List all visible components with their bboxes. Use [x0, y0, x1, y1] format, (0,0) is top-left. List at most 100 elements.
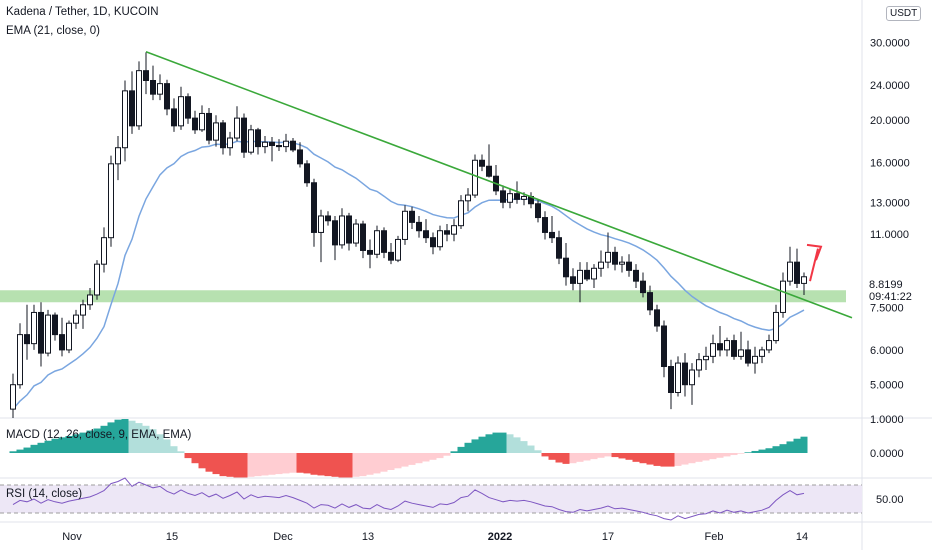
- candle-body: [689, 369, 695, 386]
- macd-bar: [30, 444, 38, 453]
- candle-body: [577, 269, 583, 284]
- macd-bar: [604, 453, 612, 457]
- macd-bar: [23, 447, 31, 453]
- candle-body: [150, 79, 156, 95]
- candle-body: [507, 193, 513, 203]
- macd-bar: [618, 453, 626, 459]
- candle-body: [199, 112, 205, 131]
- candle-body: [787, 261, 793, 282]
- macd-bar: [100, 425, 108, 453]
- macd-bar: [464, 442, 472, 453]
- candle-body: [738, 349, 744, 357]
- macd-bar: [373, 453, 381, 474]
- currency-badge[interactable]: USDT: [886, 6, 922, 21]
- candle-body: [136, 70, 142, 127]
- macd-bar: [268, 453, 276, 475]
- macd-bar: [331, 453, 339, 477]
- candle-body: [717, 343, 723, 351]
- macd-legend[interactable]: MACD (12, 26, close, 9, EMA, EMA): [6, 429, 192, 441]
- macd-tick-label: 0.0000: [870, 448, 904, 460]
- arrow-head: [806, 243, 823, 261]
- candle-body: [325, 215, 331, 222]
- price-tick-label: 11.0000: [870, 229, 909, 241]
- macd-bar: [135, 423, 143, 453]
- macd-bar: [142, 425, 150, 453]
- macd-bar: [527, 445, 535, 453]
- macd-bar: [205, 453, 213, 472]
- rsi-band: [0, 485, 862, 513]
- candle-body: [752, 355, 758, 364]
- candle-body: [164, 83, 170, 110]
- candle-body: [535, 203, 541, 219]
- arrow-shaft: [809, 248, 819, 282]
- candle-body: [45, 314, 51, 354]
- axes: 30.0000 24.0000 20.0000 16.0000 13.0000 11.00…: [62, 38, 910, 543]
- macd-histogram: [9, 419, 808, 478]
- macd-bar: [401, 453, 409, 467]
- macd-bar: [506, 434, 514, 453]
- candle-body: [171, 108, 177, 127]
- candle-body: [192, 117, 198, 131]
- macd-bar: [352, 453, 360, 477]
- time-tick-label: 17: [602, 531, 614, 543]
- candle-body: [339, 215, 345, 246]
- macd-bar: [513, 437, 521, 453]
- candle-body: [248, 129, 254, 153]
- macd-bar: [541, 453, 549, 457]
- candle-body: [38, 311, 44, 354]
- macd-tick-label: 1.0000: [870, 414, 904, 426]
- macd-bar: [597, 453, 605, 458]
- macd-bar: [758, 449, 766, 453]
- candle-body: [458, 200, 464, 227]
- candle-body: [654, 309, 660, 327]
- symbol-title[interactable]: Kadena / Tether, 1D, KUCOIN: [6, 6, 159, 18]
- candle-body: [59, 334, 65, 351]
- candle-body: [640, 280, 646, 294]
- trendline: [145, 50, 853, 319]
- ema-legend[interactable]: EMA (21, close, 0): [6, 25, 100, 37]
- macd-bar: [751, 450, 759, 453]
- macd-bar: [289, 453, 297, 473]
- macd-bar: [282, 453, 290, 474]
- candle-body: [241, 117, 247, 153]
- candle-body: [402, 210, 408, 240]
- candle-body: [612, 251, 618, 265]
- macd-bar: [422, 453, 430, 462]
- price-tick-label: 6.0000: [870, 345, 904, 357]
- candle-body: [521, 195, 527, 200]
- candle-body: [444, 230, 450, 235]
- macd-bar: [534, 450, 542, 453]
- candle-body: [206, 112, 212, 141]
- macd-bar: [198, 453, 206, 469]
- candle-body: [122, 90, 128, 149]
- candle-body: [115, 147, 121, 165]
- candle-body: [66, 322, 72, 351]
- candle-body: [500, 190, 506, 203]
- candle-body: [276, 145, 282, 148]
- macd-bar: [149, 429, 157, 453]
- macd-bar: [65, 436, 73, 453]
- macd-bar: [44, 440, 52, 453]
- candle-body: [675, 362, 681, 394]
- candle-body: [87, 294, 93, 306]
- candle-body: [31, 311, 37, 345]
- candle-body: [374, 230, 380, 255]
- macd-bar: [247, 453, 255, 477]
- candle-body: [213, 122, 219, 141]
- rsi-legend[interactable]: RSI (14, close): [6, 488, 83, 500]
- time-tick-label: Nov: [62, 531, 82, 543]
- candle-body: [514, 193, 520, 200]
- price-tick-label: 7.5000: [870, 302, 904, 314]
- macd-bar: [583, 453, 591, 461]
- macd-bar: [394, 453, 402, 469]
- macd-bar: [359, 453, 367, 477]
- candle-body: [661, 325, 667, 368]
- macd-bar: [415, 453, 423, 464]
- macd-bar: [786, 441, 794, 453]
- candle-body: [17, 334, 23, 386]
- macd-bar: [366, 453, 374, 475]
- macd-bar: [450, 451, 458, 453]
- macd-bar: [408, 453, 416, 465]
